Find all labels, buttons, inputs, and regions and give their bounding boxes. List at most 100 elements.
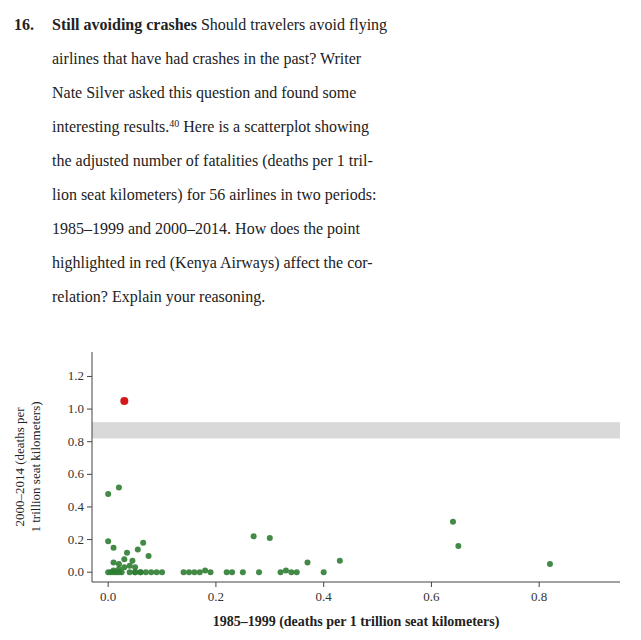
point [202, 568, 208, 574]
point [120, 397, 128, 405]
x-tick [215, 582, 216, 587]
point [105, 538, 111, 544]
point [197, 569, 203, 575]
point [124, 550, 130, 556]
y-tick-label: 0.2 [68, 532, 84, 547]
point [132, 569, 138, 575]
point [305, 559, 311, 565]
point [159, 569, 165, 575]
point [111, 545, 117, 551]
text-part: highlighted in red (Kenya Airways) affec… [52, 254, 373, 272]
text-part: Should travelers avoid flying [197, 16, 387, 34]
superscript: 40 [169, 118, 179, 129]
y-tick-label: 0.6 [68, 466, 85, 481]
point [267, 535, 273, 541]
x-tick [431, 582, 432, 587]
y-tick-label: 0.0 [68, 564, 84, 579]
text-part: Nate Silver asked this question and foun… [52, 84, 356, 102]
text-line: relation? Explain your reasoning. [52, 288, 265, 306]
plot-area [92, 397, 620, 575]
point [137, 569, 143, 575]
point [121, 556, 127, 562]
y-tick-label: 1.0 [68, 401, 84, 416]
point [111, 559, 117, 565]
x-tick-label: 0.6 [423, 589, 440, 604]
text-part: Here is a scatterplot showing [179, 118, 369, 136]
exercise-number: 16. [14, 16, 34, 33]
text-part: interesting results. [52, 118, 169, 136]
point [240, 569, 246, 575]
text-line: interesting results.40 Here is a scatter… [52, 118, 369, 137]
point [148, 569, 154, 575]
point [547, 561, 553, 567]
point [229, 569, 235, 575]
text-part: 1985–1999 and 2000–2014. How does the po… [52, 220, 361, 238]
y-tick-label: 0.8 [68, 434, 84, 449]
text-part: lion seat kilometers) for 56 airlines in… [52, 186, 376, 204]
point [224, 569, 230, 575]
point [146, 553, 152, 559]
y-tick [87, 376, 92, 377]
text-line: the adjusted number of fatalities (death… [52, 152, 373, 170]
x-tick [108, 582, 109, 587]
y-tick [87, 409, 92, 410]
point [294, 569, 300, 575]
point [455, 543, 461, 549]
point [288, 569, 294, 575]
y-axis-label: 2000–2014 (deaths per1 trillion seat kil… [12, 401, 43, 532]
text-line: lion seat kilometers) for 56 airlines in… [52, 186, 376, 204]
point [256, 569, 262, 575]
point [337, 558, 343, 564]
point [116, 484, 122, 490]
y-tick [87, 572, 92, 573]
text-part: airlines that have had crashes in the pa… [52, 50, 362, 68]
point [127, 569, 133, 575]
heading: Still avoiding crashes [52, 16, 197, 34]
text-line: airlines that have had crashes in the pa… [52, 50, 362, 68]
point [105, 491, 111, 497]
text-line: highlighted in red (Kenya Airways) affec… [52, 254, 373, 272]
x-tick-label: 0.4 [316, 589, 333, 604]
y-axis-label-line: 1 trillion seat kilometers) [28, 401, 43, 532]
x-axis-label: 1985–1999 (deaths per 1 trillion seat ki… [213, 614, 500, 630]
point [143, 569, 149, 575]
y-tick-label: 1.2 [68, 368, 84, 383]
x-axis-line [92, 582, 620, 583]
y-tick [87, 539, 92, 540]
text-line: Nate Silver asked this question and foun… [52, 84, 356, 102]
text-line: Still avoiding crashes Should travelers … [52, 16, 387, 34]
y-axis-line [92, 352, 93, 582]
point [140, 540, 146, 546]
x-tick-label: 0.2 [208, 589, 224, 604]
point [191, 569, 197, 575]
text-part: the adjusted number of fatalities (death… [52, 152, 373, 170]
point [129, 558, 135, 564]
text-part: relation? Explain your reasoning. [52, 288, 265, 306]
x-tick-label: 0.8 [531, 589, 547, 604]
point [283, 568, 289, 574]
point [208, 569, 214, 575]
point [321, 569, 327, 575]
point [450, 519, 456, 525]
text-line: 1985–1999 and 2000–2014. How does the po… [52, 220, 361, 238]
point [154, 569, 160, 575]
y-tick-label: 0.4 [68, 499, 85, 514]
point [135, 546, 141, 552]
chart: 16. Still avoiding crashes Should travele… [0, 0, 641, 640]
band [92, 422, 620, 438]
y-tick [87, 506, 92, 507]
point [116, 569, 122, 575]
point [111, 569, 117, 575]
point [251, 533, 257, 539]
point [186, 569, 192, 575]
point [137, 569, 143, 575]
point [181, 569, 187, 575]
x-tick [323, 582, 324, 587]
y-tick [87, 474, 92, 475]
x-tick-label: 0.0 [100, 589, 116, 604]
point [116, 561, 122, 567]
point [132, 569, 138, 575]
y-axis-label-line: 2000–2014 (deaths per [12, 407, 27, 527]
point [121, 564, 127, 570]
x-tick [539, 582, 540, 587]
